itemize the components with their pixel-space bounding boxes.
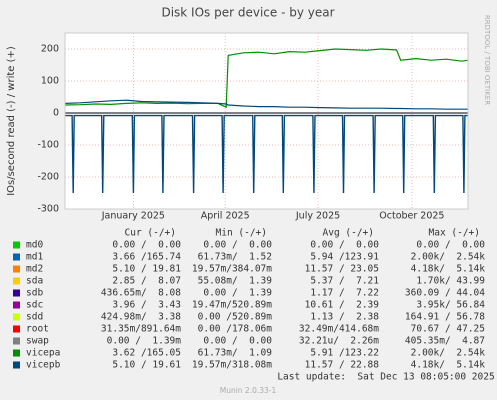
last-update: Last update: Sat Dec 13 08:05:00 2025 — [277, 372, 494, 383]
chart-title: Disk IOs per device - by year — [161, 6, 334, 20]
legend-swatch — [13, 313, 20, 321]
y-tick-label: 200 — [41, 44, 59, 55]
legend-stat: 0.00 / 0.00 — [203, 336, 272, 347]
legend-stat: 3.62 /165.05 — [112, 348, 181, 359]
legend-stat: 0.00 / 0.00 — [310, 240, 379, 251]
legend-stat: 0.00 / 0.00 — [416, 240, 485, 251]
legend-stat: 3.66 /165.74 — [112, 252, 181, 263]
y-tick-label: -200 — [37, 172, 59, 183]
legend-swatch — [13, 337, 20, 345]
legend-stat: 0.00 / 0.00 — [112, 240, 181, 251]
legend-stat: 1.17 / 7.22 — [310, 288, 379, 299]
legend-stat: 55.08m/ 1.39 — [198, 276, 273, 287]
x-tick-label: July 2025 — [295, 211, 340, 222]
legend-stat: 1.13 / 2.38 — [310, 312, 379, 323]
legend-stat: 0.00 /520.89m — [198, 312, 273, 323]
legend-swatch — [13, 361, 20, 369]
legend-stat: 11.57 / 22.88 — [305, 360, 380, 371]
legend-swatch — [13, 277, 20, 285]
legend-label: md2 — [26, 264, 43, 275]
legend-label: vicepa — [26, 348, 60, 359]
legend-stat: 5.10 / 19.61 — [112, 360, 181, 371]
y-tick-label: 0 — [53, 108, 59, 119]
y-axis-label: IOs/second read (-) / write (+) — [6, 46, 17, 196]
legend-stat: 5.94 /123.91 — [310, 252, 379, 263]
series-line — [64, 48, 469, 109]
legend-swatch — [13, 349, 20, 357]
legend-stat: 3.95k/ 56.84 — [416, 300, 485, 311]
legend-stat: 19.47m/520.89m — [192, 300, 272, 311]
y-tick-label: -300 — [37, 204, 59, 215]
legend-stat: 10.61 / 2.39 — [305, 300, 380, 311]
legend-stat: 5.37 / 7.21 — [310, 276, 379, 287]
column-header: Avg (-/+) — [323, 228, 374, 239]
legend-stat: 5.91 /123.22 — [310, 348, 379, 359]
legend-label: md1 — [26, 252, 43, 263]
legend-swatch — [13, 241, 20, 249]
legend-stat: 32.49m/414.68m — [299, 324, 379, 335]
legend-stat: 0.00 / 1.39 — [203, 288, 272, 299]
legend-stat: 19.57m/384.07m — [192, 264, 272, 275]
legend-stat: 0.00 / 1.39m — [107, 336, 182, 347]
legend-stat: 31.35m/891.64m — [101, 324, 181, 335]
legend-swatch — [13, 301, 20, 309]
column-header: Cur (-/+) — [125, 228, 176, 239]
legend-stat: 11.57 / 23.05 — [305, 264, 379, 275]
legend-stat: 2.00k/ 2.54k — [411, 348, 486, 359]
footer: Munin 2.0.33-1 — [220, 386, 277, 395]
side-text: RRDTOOL / TOBI OETIKER — [483, 15, 491, 105]
column-header: Min (-/+) — [216, 228, 267, 239]
x-tick-label: January 2025 — [101, 211, 165, 222]
series-line — [65, 114, 468, 194]
legend-stat: 0.00 / 0.00 — [203, 240, 272, 251]
legend-stat: 4.18k/ 5.14k — [411, 264, 486, 275]
series-line — [64, 99, 468, 110]
legend-stat: 5.10 / 19.81 — [112, 264, 181, 275]
legend-stat: 3.96 / 3.43 — [112, 300, 181, 311]
legend-label: sda — [26, 276, 43, 287]
legend-stat: 70.67 / 47.25 — [411, 324, 485, 335]
legend-stat: 19.57m/318.08m — [192, 360, 272, 371]
legend-stat: 2.85 / 8.07 — [112, 276, 181, 287]
legend-label: swap — [26, 336, 49, 347]
x-tick-label: April 2025 — [201, 211, 250, 222]
legend-stat: 360.09 / 44.04 — [405, 288, 485, 299]
legend-label: sdd — [26, 312, 43, 323]
legend-swatch — [13, 265, 20, 273]
legend-stat: 61.73m/ 1.52 — [198, 252, 272, 263]
legend-stat: 164.91 / 56.78 — [405, 312, 485, 323]
legend-stat: 436.65m/ 8.08 — [101, 288, 181, 299]
legend-stat: 405.35m/ 4.87 — [405, 336, 485, 347]
legend-stat: 2.00k/ 2.54k — [411, 252, 486, 263]
legend-stat: 61.73m/ 1.09 — [198, 348, 273, 359]
legend-stat: 424.98m/ 3.38 — [101, 312, 181, 323]
legend-label: root — [26, 324, 49, 335]
x-tick-label: October 2025 — [379, 211, 444, 222]
legend-stat: 1.70k/ 43.99 — [416, 276, 485, 287]
legend-swatch — [13, 289, 20, 297]
legend-stat: 4.18k/ 5.14k — [411, 360, 486, 371]
legend-label: sdb — [26, 288, 43, 299]
legend-swatch — [13, 325, 20, 333]
plot-border — [64, 32, 469, 210]
y-tick-label: 100 — [41, 76, 59, 87]
legend-swatch — [13, 253, 20, 261]
legend-stat: 32.21u/ 2.26m — [299, 336, 379, 347]
column-header: Max (-/+) — [429, 228, 480, 239]
legend-label: md0 — [26, 240, 43, 251]
y-tick-label: -100 — [37, 140, 59, 151]
legend-label: sdc — [26, 300, 43, 311]
legend-label: vicepb — [26, 360, 61, 371]
legend-stat: 0.00 /178.06m — [198, 324, 273, 335]
